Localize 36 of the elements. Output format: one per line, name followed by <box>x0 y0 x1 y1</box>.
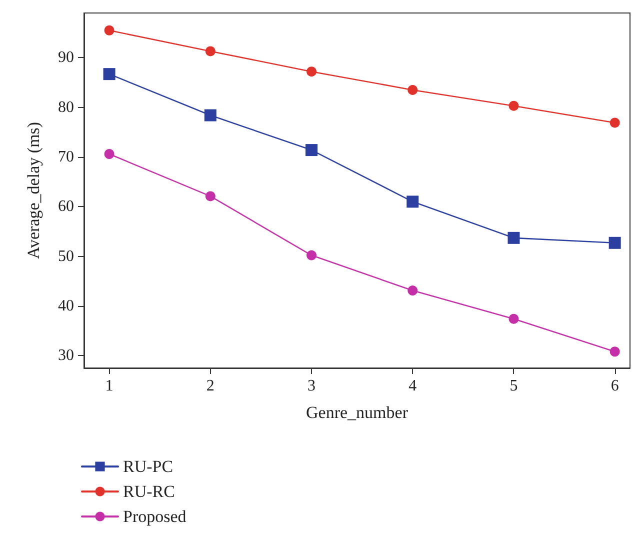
y-tick-label: 70 <box>58 148 74 166</box>
x-axis-title: Genre_number <box>306 403 408 422</box>
x-tick-label: 3 <box>308 378 316 394</box>
x-tick-label: 5 <box>510 378 518 394</box>
y-tick-label: 80 <box>58 98 74 116</box>
legend-label: Proposed <box>123 507 187 526</box>
point <box>610 346 620 357</box>
point <box>408 286 418 296</box>
point <box>608 236 621 249</box>
y-tick-label: 40 <box>58 297 74 314</box>
point <box>306 250 316 260</box>
y-tick-label: 30 <box>58 347 74 364</box>
point <box>205 191 216 202</box>
point <box>508 314 519 324</box>
point <box>306 144 318 156</box>
x-tick-label: 6 <box>610 378 619 394</box>
y-tick-label: 50 <box>58 248 74 265</box>
point <box>508 100 519 111</box>
y-axis-title: Average_delay (ms) <box>24 122 43 260</box>
point <box>104 149 114 160</box>
point <box>408 84 418 95</box>
y-tick-label: 60 <box>58 198 74 216</box>
point <box>406 196 419 208</box>
legend-label: RU-RC <box>123 482 175 501</box>
point <box>103 68 116 80</box>
x-tick-label: 4 <box>408 378 417 394</box>
y-tick-label: 90 <box>58 49 74 66</box>
point <box>306 66 316 77</box>
point <box>104 25 114 36</box>
point <box>205 46 216 56</box>
legend-label: RU-PC <box>123 457 174 476</box>
point <box>508 232 520 244</box>
point <box>204 109 216 122</box>
point <box>610 118 620 128</box>
x-tick-label: 2 <box>206 378 214 394</box>
x-tick-label: 1 <box>105 378 114 394</box>
